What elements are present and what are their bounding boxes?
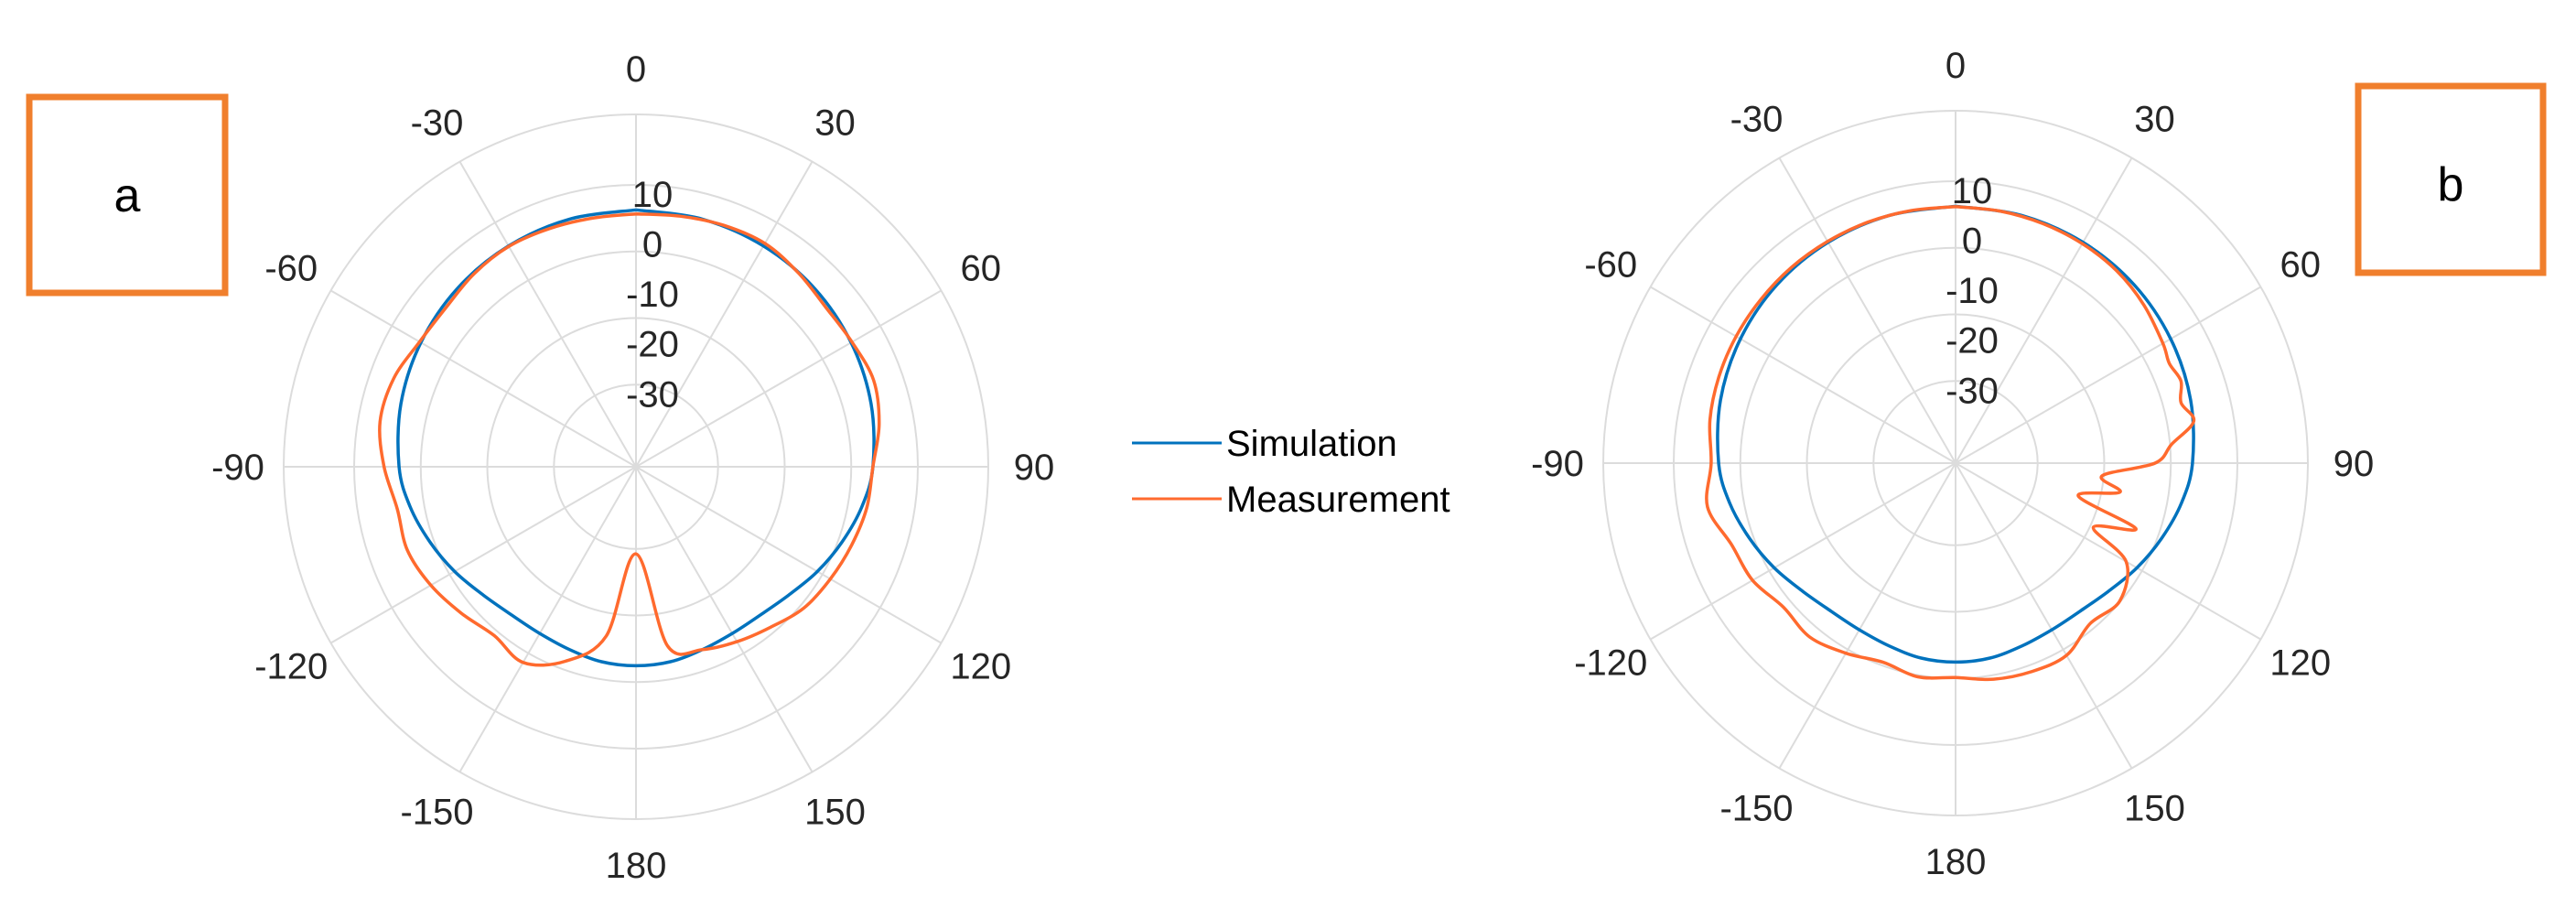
grid-spoke [635, 161, 814, 468]
angle-tick-label: -90 [211, 448, 264, 488]
angle-tick-label: 0 [1945, 46, 1966, 86]
radial-tick-label: -20 [626, 325, 679, 365]
angle-tick-label: -120 [1574, 643, 1647, 684]
angle-tick-label: -60 [264, 249, 318, 289]
grid-spoke [330, 466, 637, 644]
radial-tick-label: -30 [626, 374, 679, 415]
grid-spoke [1955, 286, 2261, 464]
angle-tick-label: 120 [950, 647, 1011, 687]
grid-spoke [635, 466, 814, 772]
angle-tick-label: -30 [411, 103, 464, 143]
grid-spoke [1955, 157, 2133, 464]
radial-tick-label: 0 [642, 225, 663, 265]
radial-tick-label: -10 [1945, 271, 1999, 311]
angle-tick-label: 150 [2124, 789, 2185, 829]
grid-spoke [330, 289, 637, 468]
angle-tick-label: -30 [1730, 99, 1784, 139]
grid-spoke [1650, 462, 1956, 641]
series-line-simulation [396, 208, 876, 668]
angle-tick-label: 90 [1014, 448, 1055, 488]
grid-spoke [635, 289, 942, 468]
grid-spoke [1778, 462, 1956, 769]
angle-tick-label: 0 [626, 49, 646, 90]
grid-spoke [1778, 157, 1956, 464]
angle-tick-label: -120 [254, 647, 328, 687]
radial-tick-label: -10 [626, 275, 679, 315]
radial-tick-label: 10 [1952, 171, 1993, 211]
angle-tick-label: 180 [1925, 842, 1987, 882]
angle-tick-label: -150 [1719, 789, 1793, 829]
angle-tick-label: 30 [814, 103, 856, 143]
grid-spoke [1650, 286, 1956, 464]
radial-tick-label: -30 [1945, 371, 1999, 411]
legend: Simulation Measurement [1132, 424, 1450, 520]
angle-tick-label: 180 [606, 846, 667, 886]
legend-measurement-label: Measurement [1226, 480, 1450, 520]
angle-tick-label: -60 [1584, 245, 1637, 286]
angle-tick-label: 60 [960, 249, 1001, 289]
series-line-measurement [1705, 205, 2196, 682]
grid-spoke [635, 466, 942, 644]
polar-chart-b: 0 30 60 90 120 150 180 -150 -120 -90 -60 -30 10 0 -10 -… [1531, 46, 2374, 882]
angle-tick-label: -150 [400, 793, 473, 833]
radial-tick-label: 10 [632, 175, 674, 215]
grid-spoke [1955, 462, 2261, 641]
angle-tick-label: 90 [2333, 444, 2375, 484]
angle-tick-label: 120 [2269, 643, 2331, 684]
grid-spoke [458, 466, 637, 772]
panel-label-box-b [2355, 82, 2547, 276]
angle-tick-label: 150 [804, 793, 866, 833]
series-line-simulation [1716, 204, 2195, 664]
series-line-measurement [378, 211, 881, 667]
grid-spoke [458, 161, 637, 468]
panel-label-b: b [2438, 158, 2464, 211]
legend-simulation-label: Simulation [1226, 424, 1397, 464]
radial-tick-label: 0 [1962, 221, 1982, 262]
polar-chart-a: 0 30 60 90 120 150 180 -150 -120 -90 -60 -30 10 0 -10 -… [211, 49, 1054, 886]
angle-tick-label: 60 [2280, 245, 2321, 286]
panel-label-a: a [114, 169, 141, 222]
grid-spoke [1955, 462, 2133, 769]
radial-tick-label: -20 [1945, 321, 1999, 362]
panel-label-box-a [26, 93, 229, 297]
angle-tick-label: 30 [2134, 99, 2175, 139]
angle-tick-label: -90 [1531, 444, 1584, 484]
